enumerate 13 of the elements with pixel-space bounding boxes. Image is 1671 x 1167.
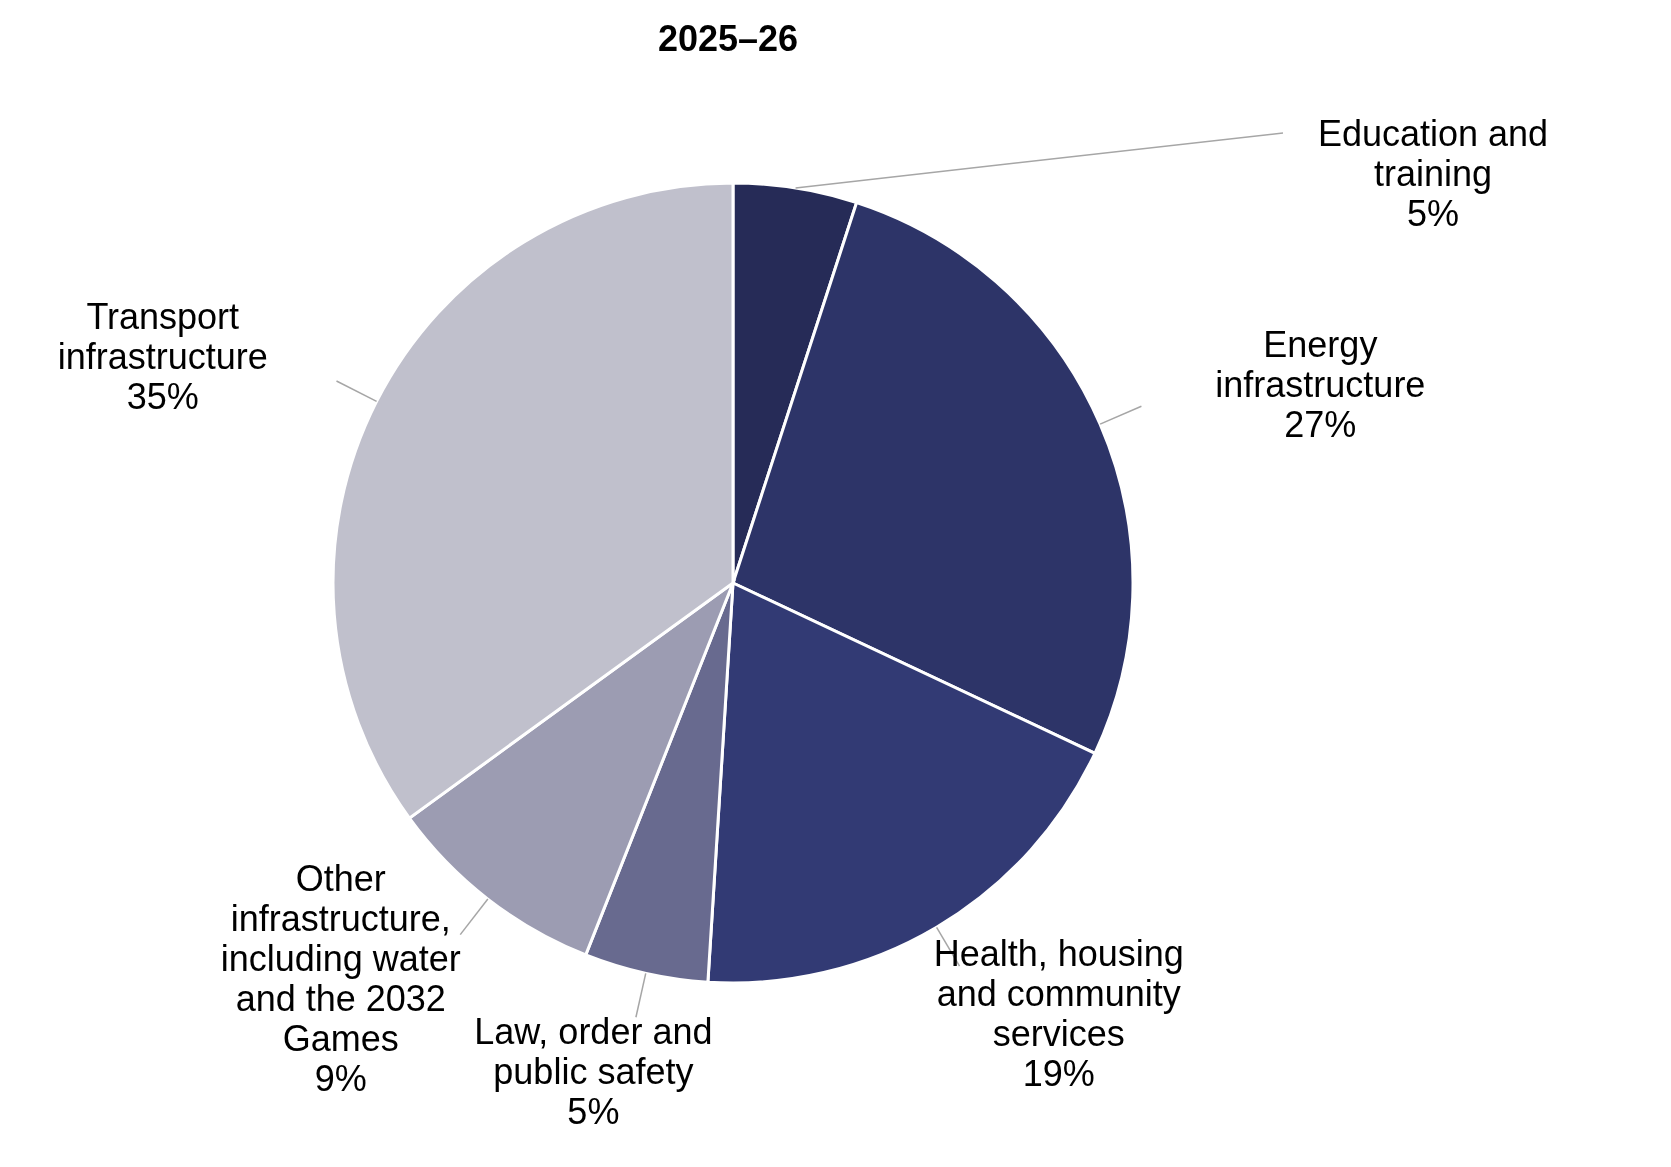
- chart-title: 2025–26: [657, 17, 799, 59]
- data-label: 5%: [1406, 192, 1460, 234]
- slice-label: Energy infrastructure: [1215, 323, 1426, 405]
- data-label: 19%: [1022, 1052, 1095, 1094]
- slice-label: Other infrastructure, including water and the 2032 Games: [220, 857, 461, 1059]
- slice-label: Law, order and public safety: [474, 1010, 713, 1092]
- data-label: 27%: [1284, 403, 1357, 445]
- data-label: 35%: [126, 375, 199, 417]
- slice-label: Health, housing and community services: [933, 932, 1184, 1054]
- slice-label: Transport infrastructure: [57, 295, 268, 377]
- data-label: 9%: [314, 1057, 367, 1099]
- data-label: 5%: [567, 1090, 620, 1132]
- slice-label: Education and training: [1317, 112, 1549, 194]
